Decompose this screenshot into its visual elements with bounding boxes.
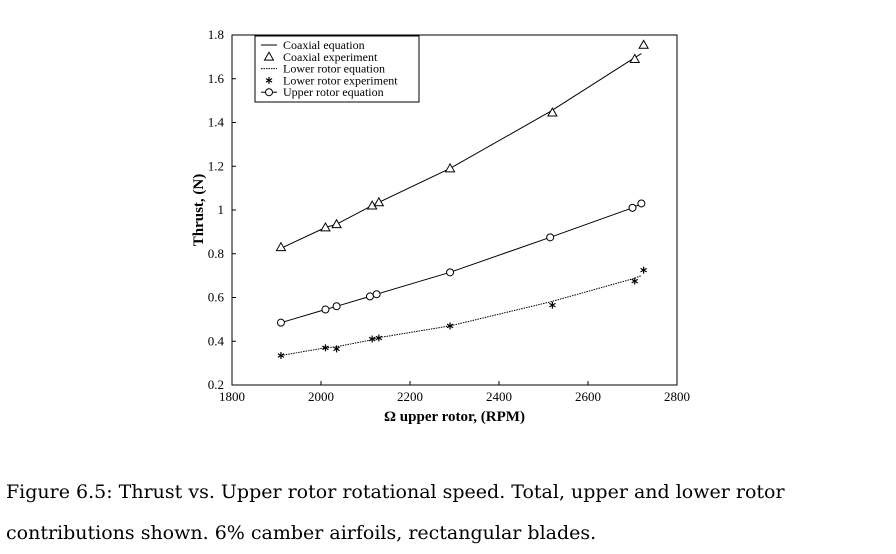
data-point-star [631, 277, 639, 285]
legend-entry: Upper rotor equation [261, 85, 384, 99]
data-point-circle [446, 268, 455, 277]
legend-entry: Lower rotor experiment [265, 73, 398, 87]
legend-label: Coaxial equation [283, 38, 365, 52]
data-point-circle [276, 318, 285, 327]
x-tick-label: 1800 [219, 389, 245, 404]
data-point-star [446, 322, 454, 330]
legend-entry: Coaxial equation [261, 38, 365, 52]
caption-line-1: Figure 6.5: Thrust vs. Upper rotor rotat… [6, 481, 785, 503]
x-axis-ticks: 1800 2000 2200 2400 2600 2800 [219, 381, 690, 404]
x-tick-label: 2000 [308, 389, 334, 404]
data-point-star [277, 351, 285, 359]
data-point-circle [365, 292, 374, 301]
data-point-triangle [275, 241, 287, 252]
y-tick-label: 1.8 [208, 27, 224, 42]
data-point-star [322, 344, 329, 352]
legend-label: Upper rotor equation [283, 85, 384, 99]
legend-entry: Lower rotor equation [261, 62, 385, 76]
legend-swatch [265, 76, 273, 84]
x-tick-label: 2200 [397, 389, 423, 404]
data-point-triangle [638, 39, 649, 49]
y-tick-label: 1.2 [208, 158, 224, 173]
data-point-triangle [547, 107, 558, 117]
legend-label: Coaxial experiment [283, 50, 378, 64]
data-point-triangle [629, 53, 641, 63]
data-point-star [333, 345, 340, 353]
legend-entry: Coaxial experiment [263, 50, 378, 64]
y-tick-label: 0.4 [208, 333, 225, 348]
caption-line-2: contributions shown. 6% camber airfoils,… [6, 522, 597, 544]
series-lower-rotor-experiment [277, 266, 647, 359]
y-tick-label: 1.6 [208, 71, 225, 86]
x-tick-label: 2400 [486, 389, 512, 404]
data-point-star [549, 301, 556, 309]
x-tick-label: 2800 [664, 389, 690, 404]
series-lower-rotor-equation [280, 275, 642, 356]
legend-label: Lower rotor experiment [283, 73, 398, 87]
figure-caption: Figure 6.5: Thrust vs. Upper rotor rotat… [6, 472, 890, 554]
y-tick-label: 0.8 [208, 246, 224, 261]
y-tick-label: 0.6 [208, 290, 225, 305]
data-point-circle [637, 199, 646, 208]
data-point-circle [628, 203, 637, 212]
legend-box [254, 35, 420, 103]
data-point-circle [546, 233, 555, 242]
data-point-circle [321, 305, 330, 314]
x-tick-label: 2600 [575, 389, 601, 404]
data-point-circle [332, 302, 341, 311]
y-tick-label: 1.4 [208, 115, 225, 130]
data-point-triangle [373, 196, 385, 207]
series-layer [275, 39, 649, 359]
legend-marker [265, 88, 273, 97]
y-axis-ticks: 0.2 0.4 0.6 0.8 1 1.2 1.4 1.6 1.8 [208, 27, 236, 392]
legend-label: Lower rotor equation [283, 62, 385, 76]
data-point-circle [372, 290, 381, 299]
data-point-triangle [444, 162, 456, 173]
data-point-star [640, 266, 647, 274]
data-point-triangle [331, 218, 342, 229]
y-tick-label: 0.2 [208, 377, 224, 392]
y-tick-label: 1 [218, 202, 225, 217]
series-line [280, 275, 642, 356]
series-upper-rotor-equation [276, 199, 646, 327]
data-point-triangle [320, 221, 331, 232]
legend-swatch [263, 51, 275, 61]
y-axis-title: Thrust, (N) [191, 174, 207, 247]
x-axis-title: Ω upper rotor, (RPM) [384, 409, 525, 425]
series-coaxial-experiment [275, 39, 649, 252]
data-point-star [368, 335, 376, 343]
data-point-star [375, 334, 383, 342]
